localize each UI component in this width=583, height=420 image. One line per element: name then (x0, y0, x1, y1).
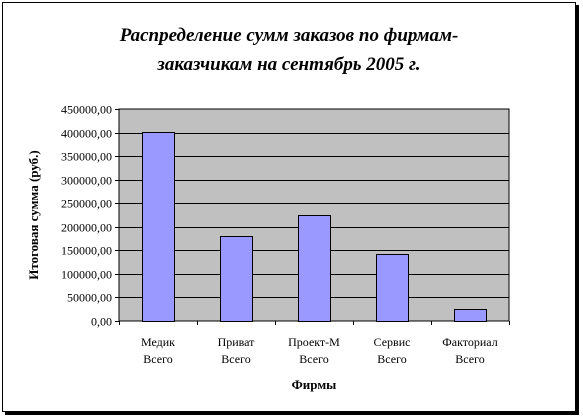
chart-title: Распределение сумм заказов по фирмам- за… (3, 21, 575, 79)
x-tick-label: Сервис (374, 335, 411, 349)
x-tick-label: Всего (143, 352, 172, 366)
x-tick-label: Всего (455, 352, 484, 366)
bar-4 (376, 254, 409, 322)
x-tick-label: Всего (221, 352, 250, 366)
x-tick-label: Медик (141, 335, 175, 349)
y-tick-label: 250000,00 (61, 197, 112, 211)
y-tick-label: 350000,00 (61, 150, 112, 164)
x-tick-label: Приват (218, 335, 256, 349)
chart-title-line-1: Распределение сумм заказов по фирмам- (119, 25, 459, 46)
y-tick-label: 150000,00 (61, 244, 112, 258)
y-tick-label: 100000,00 (61, 268, 112, 282)
bar-3 (298, 215, 331, 322)
x-axis-title: Фирмы (292, 377, 337, 392)
chart-title-line-2: заказчикам на сентябрь 2005 г. (157, 54, 421, 75)
bar-5 (454, 309, 487, 322)
y-tick-label: 200000,00 (61, 221, 112, 235)
y-tick-label: 400000,00 (61, 127, 112, 141)
x-tick-label: Проект-М (288, 335, 340, 349)
x-tick-label: Всего (299, 352, 328, 366)
y-axis-title: Итоговая сумма (руб.) (26, 150, 41, 279)
x-tick-label: Факториал (442, 335, 497, 349)
bar-2 (220, 236, 253, 322)
y-tick-label: 300000,00 (61, 174, 112, 188)
y-tick-label: 450000,00 (61, 103, 112, 117)
y-tick-label: 0,00 (91, 315, 112, 329)
x-tick-label: Всего (377, 352, 406, 366)
y-tick-label: 50000,00 (67, 291, 112, 305)
bar-1 (142, 132, 175, 322)
